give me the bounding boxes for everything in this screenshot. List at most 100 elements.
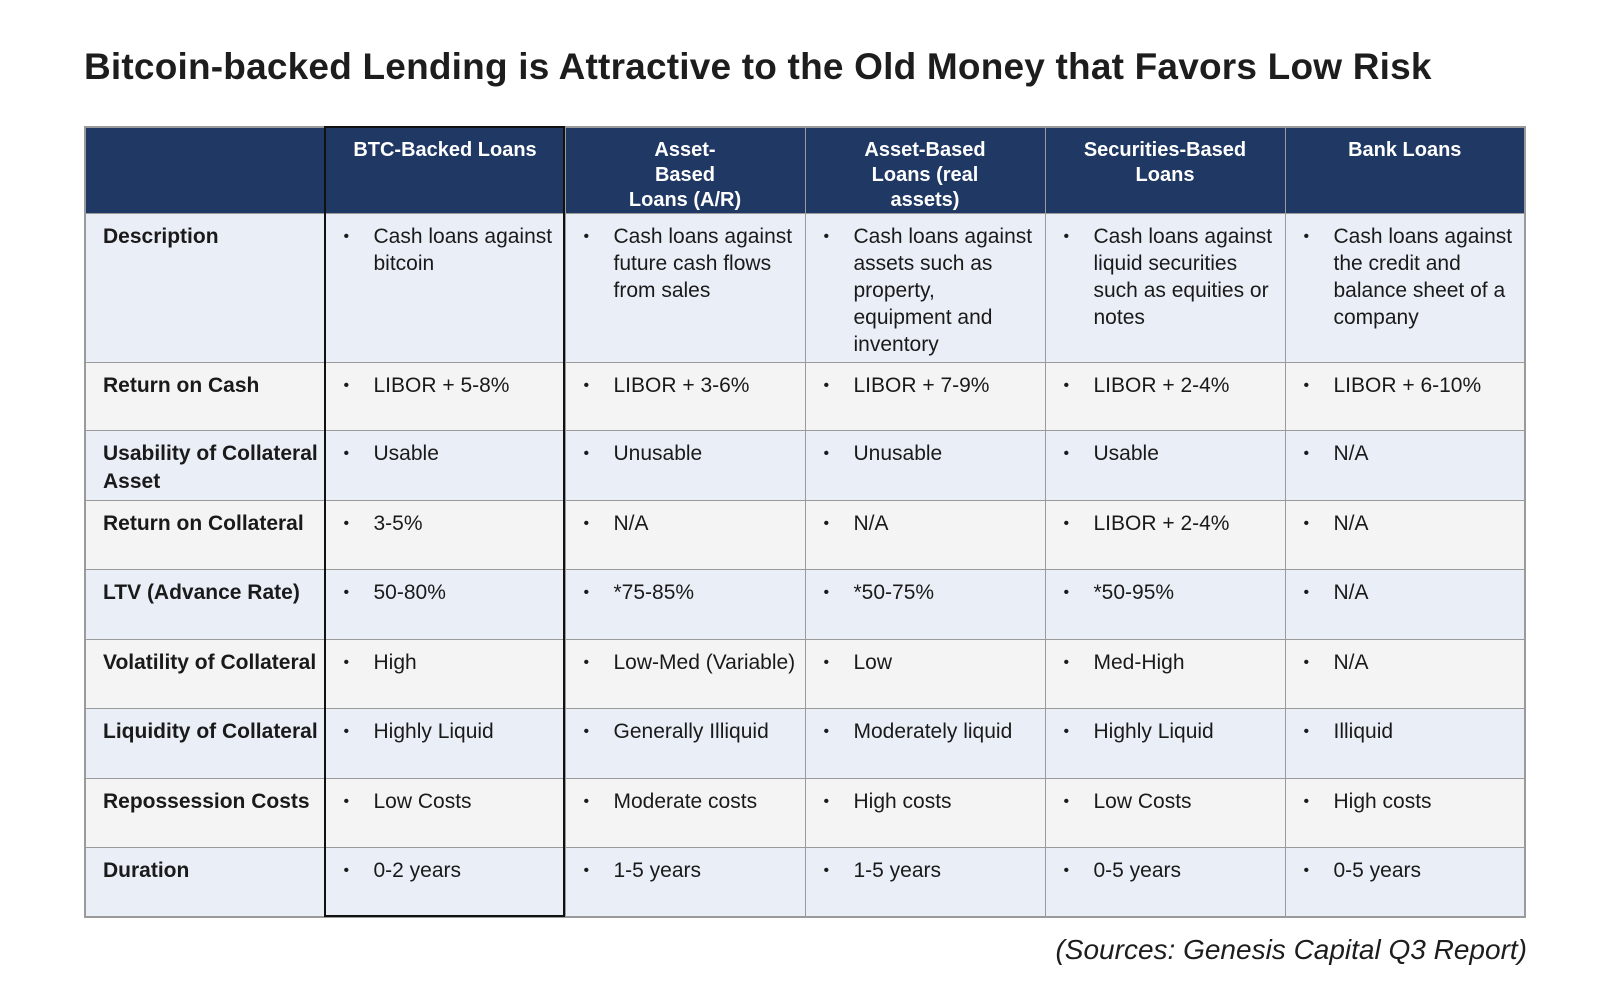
table-row: Return on Collateral • 3-5% • N/A • N/A • LIBOR …: [85, 501, 1525, 570]
column-header-bank-loans: Bank Loans: [1285, 127, 1525, 214]
table-cell: • Usable: [1045, 431, 1285, 501]
table-cell: • *50-95%: [1045, 570, 1285, 640]
cell-text: Usable: [374, 440, 557, 467]
bullet-item: • LIBOR + 2-4%: [1064, 372, 1277, 399]
bullet-icon: •: [1304, 857, 1334, 884]
table-cell: • Moderate costs: [565, 779, 805, 848]
bullet-icon: •: [824, 372, 854, 399]
table-cell: • LIBOR + 5-8%: [325, 363, 565, 431]
row-label: Return on Cash: [85, 363, 325, 431]
bullet-item: • 3-5%: [344, 510, 557, 537]
bullet-item: • High: [344, 649, 557, 676]
table-cell: • 0-5 years: [1045, 848, 1285, 917]
bullet-item: • 50-80%: [344, 579, 557, 606]
bullet-item: • 0-5 years: [1304, 857, 1517, 884]
table-cell: • High: [325, 640, 565, 709]
cell-text: 1-5 years: [854, 857, 1037, 884]
bullet-item: • Generally Illiquid: [584, 718, 797, 745]
table-cell: • LIBOR + 6-10%: [1285, 363, 1525, 431]
cell-text: N/A: [1334, 510, 1517, 537]
table-cell: • Generally Illiquid: [565, 709, 805, 779]
cell-text: Unusable: [854, 440, 1037, 467]
row-label: Description: [85, 214, 325, 363]
table-cell: • N/A: [1285, 431, 1525, 501]
table-cell: • Low-Med (Variable): [565, 640, 805, 709]
bullet-item: • Usable: [1064, 440, 1277, 467]
bullet-icon: •: [1064, 440, 1094, 467]
table-cell: • LIBOR + 2-4%: [1045, 363, 1285, 431]
bullet-icon: •: [344, 440, 374, 467]
cell-text: Low: [854, 649, 1037, 676]
bullet-icon: •: [824, 788, 854, 815]
cell-text: 1-5 years: [614, 857, 797, 884]
table-cell: • Usable: [325, 431, 565, 501]
cell-text: LIBOR + 5-8%: [374, 372, 557, 399]
table-cell: • N/A: [805, 501, 1045, 570]
bullet-item: • LIBOR + 6-10%: [1304, 372, 1517, 399]
bullet-item: • LIBOR + 7-9%: [824, 372, 1037, 399]
table-cell: • High costs: [1285, 779, 1525, 848]
table-cell: • Cash loans against the credit and balan…: [1285, 214, 1525, 363]
bullet-item: • 1-5 years: [824, 857, 1037, 884]
table-cell: • Cash loans against liquid securities su…: [1045, 214, 1285, 363]
bullet-icon: •: [824, 223, 854, 358]
table-cell: • Low Costs: [325, 779, 565, 848]
cell-text: 50-80%: [374, 579, 557, 606]
bullet-item: • Cash loans against liquid securities su…: [1064, 223, 1277, 331]
table-cell: • Moderately liquid: [805, 709, 1045, 779]
row-label: Return on Collateral: [85, 501, 325, 570]
table-cell: • N/A: [1285, 501, 1525, 570]
bullet-icon: •: [584, 510, 614, 537]
cell-text: 3-5%: [374, 510, 557, 537]
source-note: (Sources: Genesis Capital Q3 Report): [1055, 934, 1527, 966]
column-header-asset-based-loans-real-assets: Asset-Based Loans (real assets): [805, 127, 1045, 214]
bullet-icon: •: [1304, 440, 1334, 467]
bullet-icon: •: [824, 440, 854, 467]
bullet-item: • Cash loans against assets such as prope…: [824, 223, 1037, 358]
bullet-item: • LIBOR + 5-8%: [344, 372, 557, 399]
column-header-asset-based-loans-ar: Asset-Based Loans (A/R): [565, 127, 805, 214]
table-cell: • 1-5 years: [565, 848, 805, 917]
cell-text: LIBOR + 2-4%: [1094, 510, 1277, 537]
bullet-icon: •: [584, 372, 614, 399]
cell-text: LIBOR + 2-4%: [1094, 372, 1277, 399]
bullet-icon: •: [824, 510, 854, 537]
bullet-icon: •: [344, 579, 374, 606]
table-row: Liquidity of Collateral • Highly Liquid • Ge…: [85, 709, 1525, 779]
page-title: Bitcoin-backed Lending is Attractive to …: [84, 46, 1524, 88]
table-row: Usability of Collateral Asset • Usable • Unu…: [85, 431, 1525, 501]
bullet-icon: •: [344, 372, 374, 399]
bullet-icon: •: [824, 649, 854, 676]
table-cell: • N/A: [1285, 640, 1525, 709]
bullet-icon: •: [1064, 718, 1094, 745]
bullet-icon: •: [1064, 788, 1094, 815]
cell-text: Cash loans against assets such as proper…: [854, 223, 1037, 358]
bullet-item: • N/A: [1304, 510, 1517, 537]
cell-text: *50-75%: [854, 579, 1037, 606]
bullet-icon: •: [584, 440, 614, 467]
bullet-icon: •: [344, 788, 374, 815]
table-row: Repossession Costs • Low Costs • Moderate co…: [85, 779, 1525, 848]
cell-text: N/A: [1334, 440, 1517, 467]
bullet-icon: •: [344, 223, 374, 277]
bullet-icon: •: [824, 579, 854, 606]
bullet-icon: •: [824, 857, 854, 884]
bullet-icon: •: [584, 857, 614, 884]
row-label: Volatility of Collateral: [85, 640, 325, 709]
table-cell: • *75-85%: [565, 570, 805, 640]
cell-text: Highly Liquid: [1094, 718, 1277, 745]
bullet-item: • N/A: [1304, 440, 1517, 467]
column-header-securities-based-loans: Securities-Based Loans: [1045, 127, 1285, 214]
cell-text: N/A: [854, 510, 1037, 537]
bullet-item: • High costs: [824, 788, 1037, 815]
table-cell: • Med-High: [1045, 640, 1285, 709]
cell-text: Highly Liquid: [374, 718, 557, 745]
bullet-item: • 0-2 years: [344, 857, 557, 884]
table-cell: • 50-80%: [325, 570, 565, 640]
bullet-item: • LIBOR + 2-4%: [1064, 510, 1277, 537]
table-cell: • Highly Liquid: [1045, 709, 1285, 779]
cell-text: N/A: [614, 510, 797, 537]
table-cell: • Cash loans against future cash flows fr…: [565, 214, 805, 363]
table-cell: • Low Costs: [1045, 779, 1285, 848]
cell-text: Cash loans against future cash flows fro…: [614, 223, 797, 304]
